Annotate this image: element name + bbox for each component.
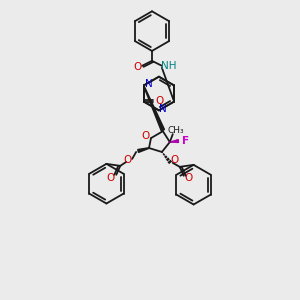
Text: F: F bbox=[182, 136, 189, 146]
Text: O: O bbox=[184, 173, 193, 183]
Text: CH₃: CH₃ bbox=[167, 126, 184, 135]
Text: O: O bbox=[171, 155, 179, 165]
Text: O: O bbox=[155, 96, 163, 106]
Text: N: N bbox=[146, 79, 153, 89]
Text: N: N bbox=[159, 104, 167, 114]
Text: O: O bbox=[106, 173, 115, 183]
Text: O: O bbox=[141, 131, 149, 141]
Text: NH: NH bbox=[161, 61, 177, 71]
Polygon shape bbox=[144, 87, 164, 131]
Polygon shape bbox=[138, 148, 149, 152]
Text: O: O bbox=[123, 155, 131, 165]
Text: O: O bbox=[133, 62, 141, 72]
